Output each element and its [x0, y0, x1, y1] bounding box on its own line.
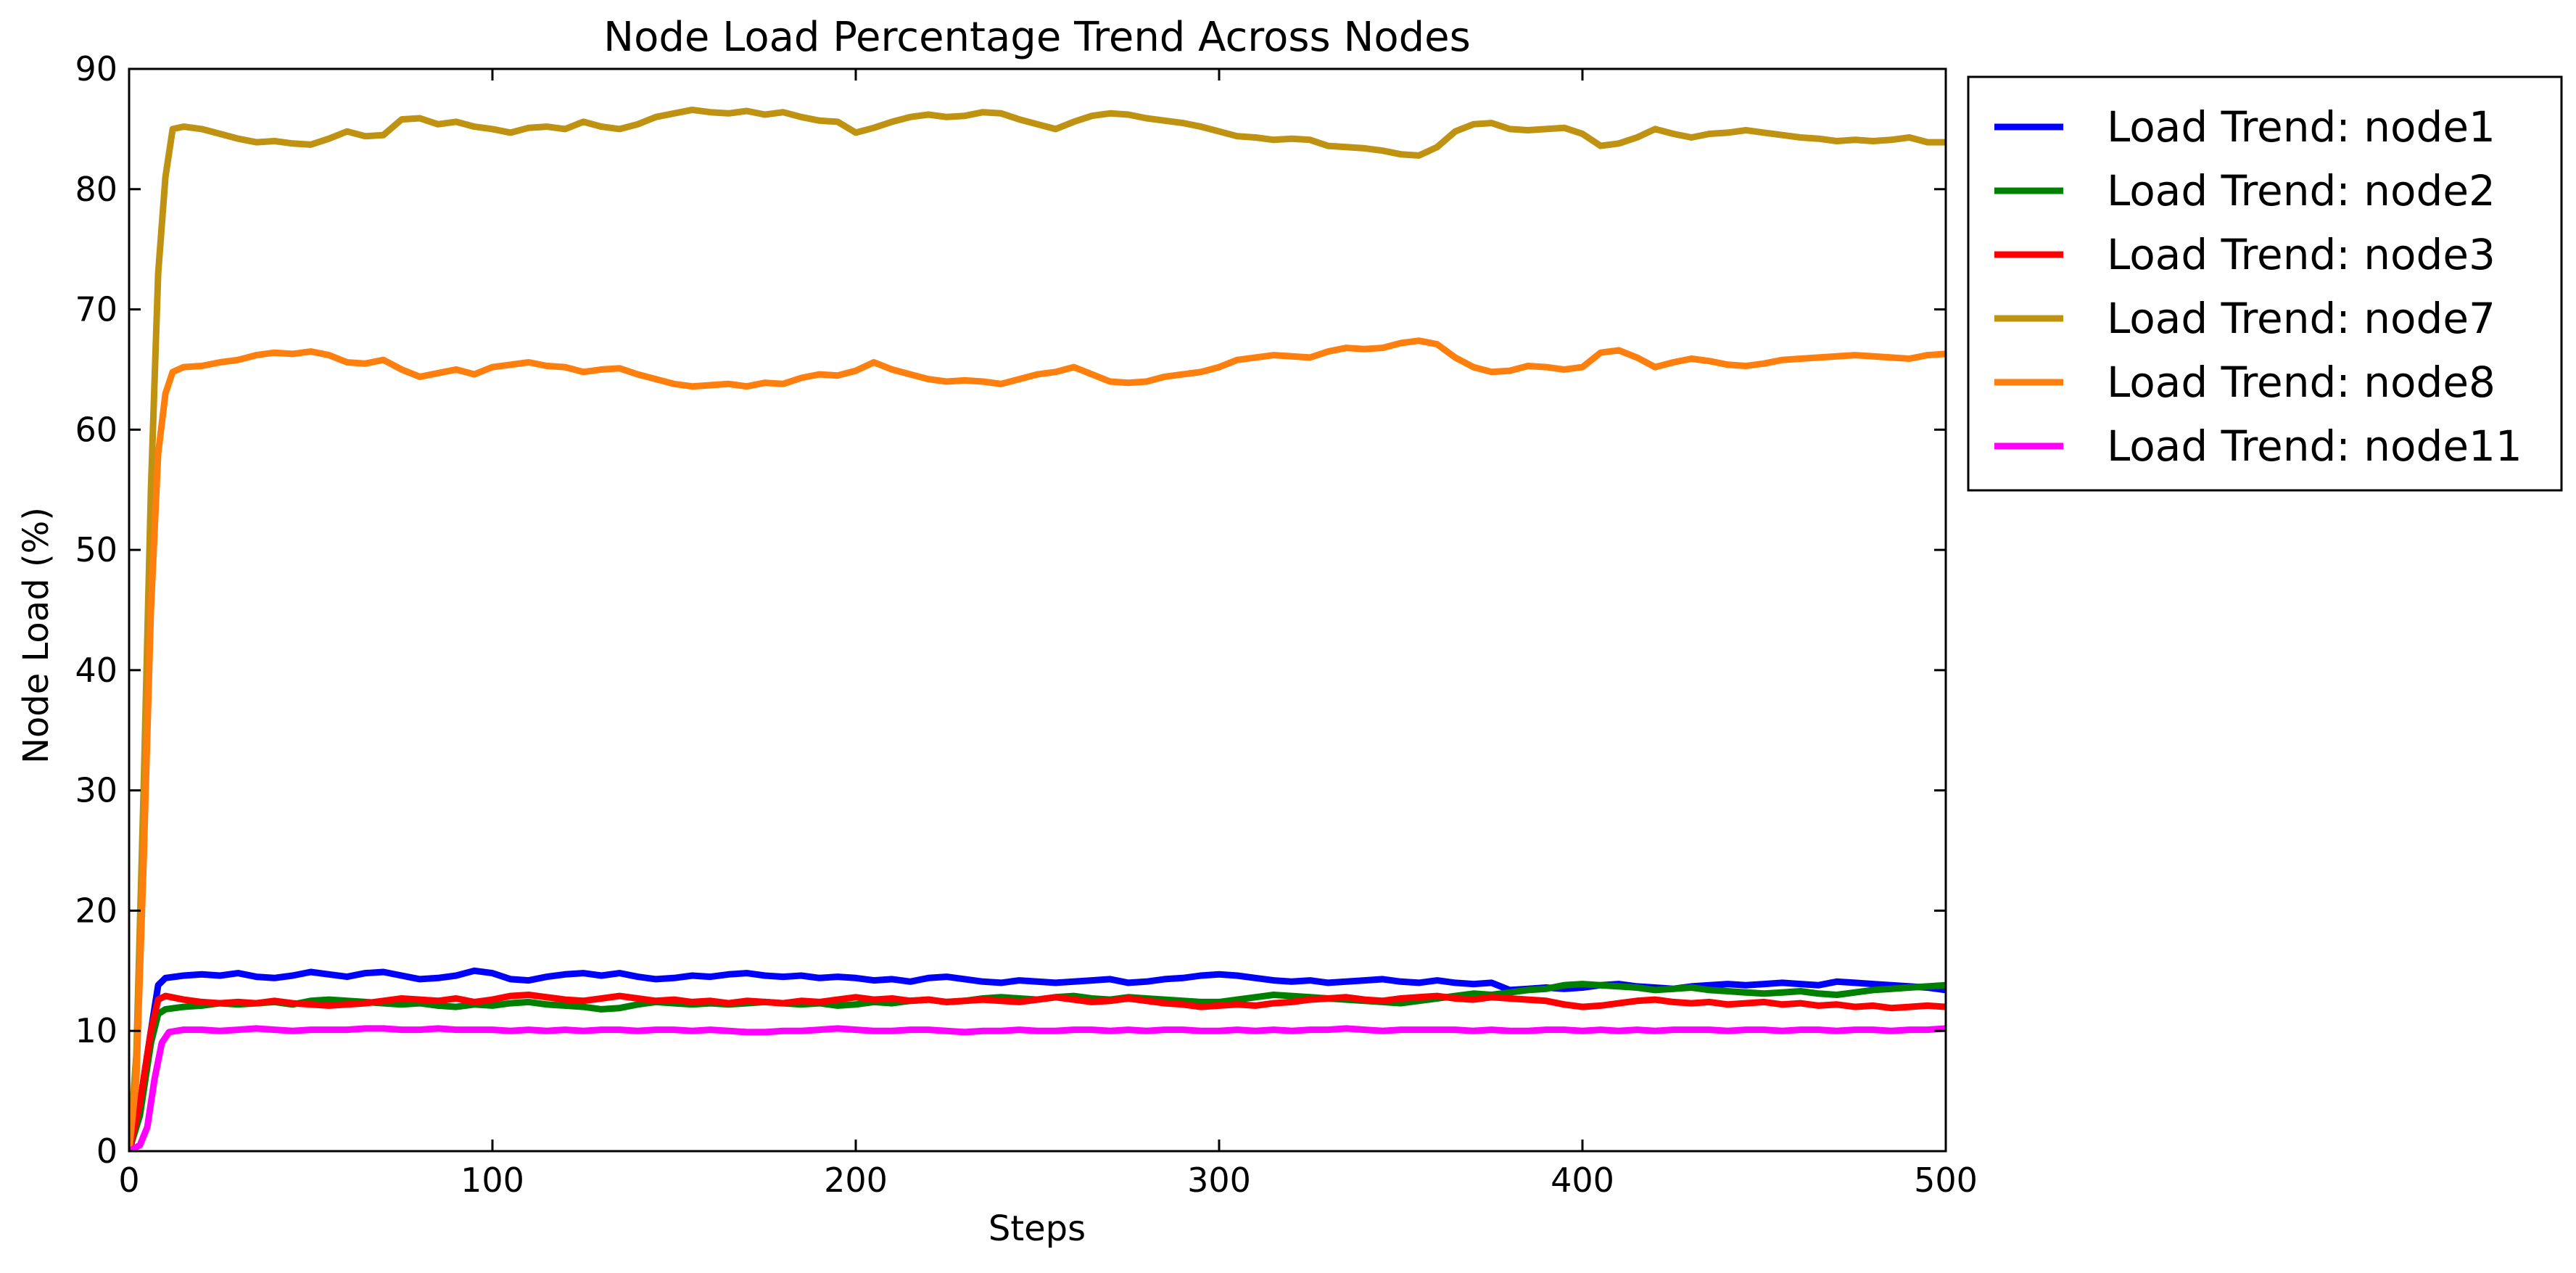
- y-tick-label: 50: [75, 530, 117, 569]
- legend-label-5: Load Trend: node8: [2107, 358, 2496, 407]
- series-line-6: [129, 1025, 1946, 1151]
- x-tick-label: 100: [461, 1161, 524, 1200]
- x-tick-label: 500: [1914, 1161, 1978, 1200]
- y-axis: 0 10 20 30 40 50 60 70 80 90: [75, 49, 1946, 1171]
- x-tick-label: 200: [824, 1161, 888, 1200]
- series-line-5: [129, 337, 1946, 1151]
- legend-label-4: Load Trend: node7: [2107, 294, 2496, 343]
- legend-label-2: Load Trend: node2: [2107, 166, 2496, 215]
- legend-label-6: Load Trend: node11: [2107, 421, 2522, 471]
- series-layer: [129, 106, 1946, 1151]
- series-line-3: [129, 992, 1946, 1151]
- series-line-2: [129, 981, 1946, 1151]
- plot-area-frame: [128, 67, 1947, 1153]
- y-tick-label: 60: [75, 410, 117, 449]
- y-tick-label: 40: [75, 651, 117, 690]
- y-tick-label: 80: [75, 170, 117, 209]
- y-tick-label: 0: [96, 1132, 117, 1171]
- y-tick-label: 10: [75, 1011, 117, 1050]
- series-line-4: [129, 106, 1946, 1151]
- x-tick-label: 300: [1187, 1161, 1251, 1200]
- legend-label-3: Load Trend: node3: [2107, 230, 2496, 279]
- legend-frame: [1967, 75, 2563, 492]
- y-tick-label: 70: [75, 290, 117, 329]
- x-axis-label: Steps: [988, 1208, 1086, 1249]
- y-tick-label: 90: [75, 49, 117, 88]
- y-tick-label: 30: [75, 771, 117, 810]
- y-tick-label: 20: [75, 891, 117, 930]
- x-tick-label: 400: [1551, 1161, 1614, 1200]
- y-axis-label: Node Load (%): [16, 507, 57, 764]
- legend-label-1: Load Trend: node1: [2107, 102, 2496, 152]
- chart-title: Node Load Percentage Trend Across Nodes: [603, 14, 1471, 61]
- x-tick-label: 0: [118, 1161, 139, 1200]
- legend: Load Trend: node1 Load Trend: node2 Load T…: [1967, 75, 2563, 492]
- x-axis: 0 100 200 300 400 500: [118, 69, 1978, 1200]
